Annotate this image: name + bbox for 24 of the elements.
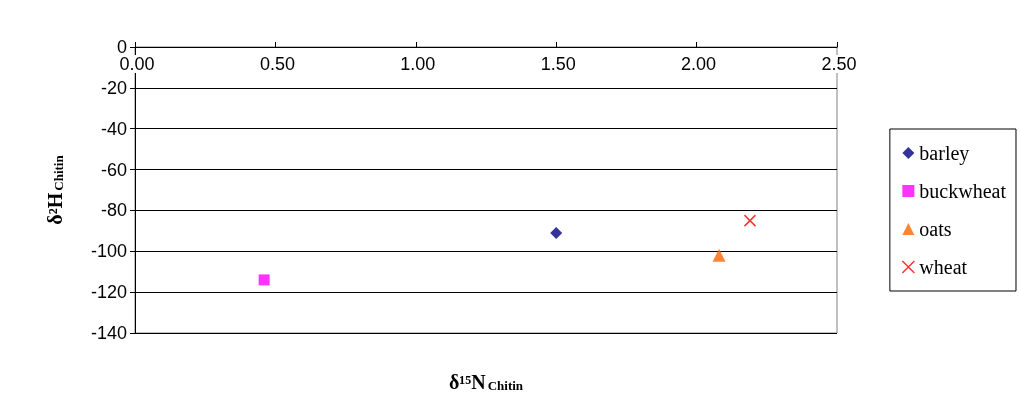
y-tick-label: -60 xyxy=(100,159,127,180)
y-tick-label: 0 xyxy=(116,37,127,57)
x-tick-label: 1.50 xyxy=(540,54,576,74)
legend-label: oats xyxy=(919,218,952,240)
legend-label: wheat xyxy=(919,256,968,278)
legend-label: barley xyxy=(919,142,970,165)
y-tick-label: -100 xyxy=(90,241,127,262)
x-tick-label: 0.00 xyxy=(119,54,155,74)
point xyxy=(743,214,757,227)
y-axis-title: δ²HChitin xyxy=(43,154,66,225)
y-tick-label: -40 xyxy=(100,118,127,139)
point xyxy=(258,274,270,286)
point xyxy=(712,248,726,262)
x-tick-label: 1.00 xyxy=(400,54,436,74)
y-tick-label: -20 xyxy=(100,77,127,98)
x-tick-label: 0.50 xyxy=(259,54,295,74)
x-axis-title: δ¹⁵NChitin xyxy=(448,370,524,393)
y-tick-label: -80 xyxy=(100,200,127,221)
point xyxy=(550,226,563,239)
y-tick-label: -140 xyxy=(90,323,127,343)
x-tick-label: 2.50 xyxy=(821,54,857,74)
legend-label: buckwheat xyxy=(919,180,1007,202)
x-tick-label: 2.00 xyxy=(681,54,717,74)
y-tick-label: -120 xyxy=(90,282,127,303)
